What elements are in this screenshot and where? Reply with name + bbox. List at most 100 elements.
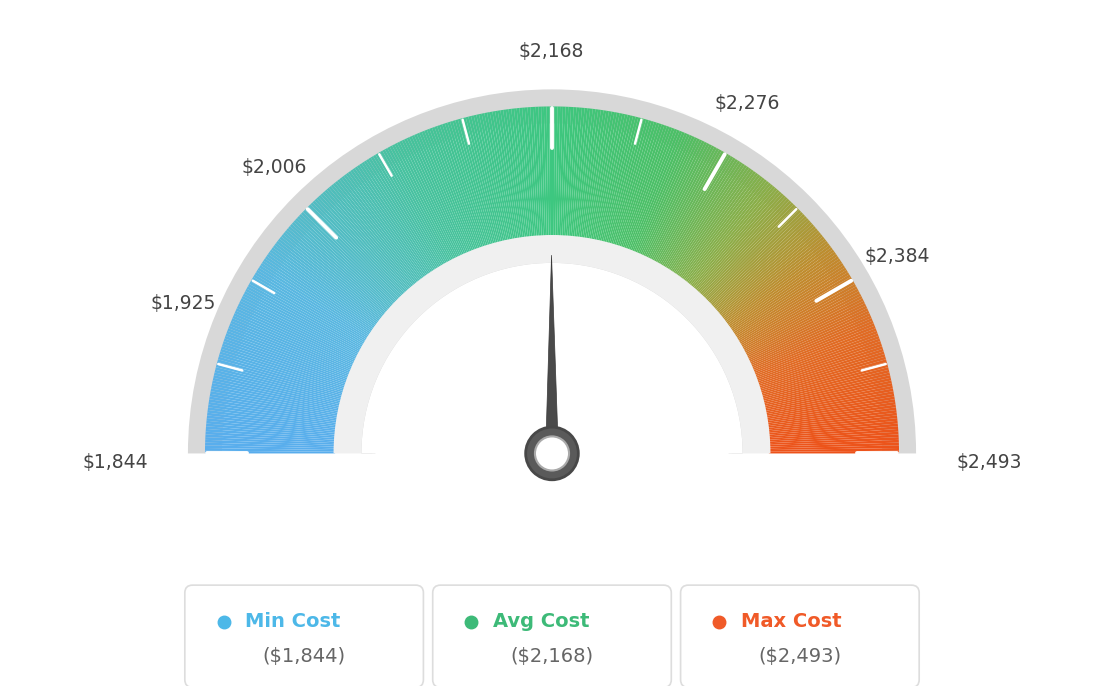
Wedge shape xyxy=(703,204,796,299)
Wedge shape xyxy=(535,107,543,237)
Wedge shape xyxy=(616,121,657,246)
Wedge shape xyxy=(361,263,743,453)
Wedge shape xyxy=(544,106,549,237)
Wedge shape xyxy=(388,147,450,263)
Wedge shape xyxy=(646,141,704,259)
Wedge shape xyxy=(528,107,539,237)
Wedge shape xyxy=(352,168,428,276)
Wedge shape xyxy=(474,115,505,242)
Wedge shape xyxy=(731,258,840,333)
Wedge shape xyxy=(216,362,343,398)
Wedge shape xyxy=(709,214,805,305)
Wedge shape xyxy=(762,367,889,401)
Wedge shape xyxy=(744,293,861,355)
Wedge shape xyxy=(753,323,874,373)
Wedge shape xyxy=(558,106,563,237)
Wedge shape xyxy=(599,115,630,242)
Wedge shape xyxy=(746,301,864,359)
Wedge shape xyxy=(617,123,659,247)
Wedge shape xyxy=(371,156,440,268)
Wedge shape xyxy=(307,206,400,300)
Wedge shape xyxy=(750,310,869,366)
Wedge shape xyxy=(331,184,415,286)
Wedge shape xyxy=(768,448,899,452)
Wedge shape xyxy=(737,272,849,342)
Wedge shape xyxy=(698,197,787,294)
Wedge shape xyxy=(373,155,442,268)
Wedge shape xyxy=(718,230,819,315)
Wedge shape xyxy=(222,344,347,386)
Wedge shape xyxy=(226,331,349,378)
Wedge shape xyxy=(609,119,646,245)
Wedge shape xyxy=(210,391,339,416)
Wedge shape xyxy=(732,261,842,335)
Wedge shape xyxy=(681,175,761,280)
Wedge shape xyxy=(269,250,376,327)
Wedge shape xyxy=(348,171,426,278)
Wedge shape xyxy=(627,128,675,250)
Wedge shape xyxy=(511,108,528,238)
Wedge shape xyxy=(564,107,574,237)
Wedge shape xyxy=(468,116,501,243)
Wedge shape xyxy=(768,440,899,446)
Wedge shape xyxy=(205,451,336,453)
Circle shape xyxy=(526,427,578,480)
Wedge shape xyxy=(576,108,593,238)
Wedge shape xyxy=(767,404,896,424)
Wedge shape xyxy=(308,204,401,299)
Wedge shape xyxy=(205,426,336,438)
Wedge shape xyxy=(396,142,457,259)
Wedge shape xyxy=(760,354,885,393)
Wedge shape xyxy=(208,404,337,424)
Wedge shape xyxy=(699,199,789,295)
Wedge shape xyxy=(427,129,476,251)
Wedge shape xyxy=(711,218,808,308)
Wedge shape xyxy=(546,106,550,237)
Wedge shape xyxy=(369,157,438,269)
Wedge shape xyxy=(221,346,346,388)
Wedge shape xyxy=(658,150,724,265)
Wedge shape xyxy=(412,135,466,255)
Wedge shape xyxy=(296,218,393,308)
Wedge shape xyxy=(390,146,452,262)
Wedge shape xyxy=(205,440,336,446)
Wedge shape xyxy=(712,220,810,308)
Wedge shape xyxy=(702,202,794,297)
Wedge shape xyxy=(574,108,590,238)
Wedge shape xyxy=(315,199,405,295)
FancyBboxPatch shape xyxy=(433,585,671,687)
Wedge shape xyxy=(225,333,349,380)
Wedge shape xyxy=(522,108,535,237)
Wedge shape xyxy=(687,181,769,284)
Wedge shape xyxy=(357,165,432,274)
Wedge shape xyxy=(410,136,465,256)
Wedge shape xyxy=(414,134,467,255)
Wedge shape xyxy=(210,394,338,418)
Wedge shape xyxy=(768,426,899,438)
Wedge shape xyxy=(559,106,565,237)
Wedge shape xyxy=(713,222,813,310)
Wedge shape xyxy=(650,144,712,261)
Wedge shape xyxy=(206,415,337,431)
Wedge shape xyxy=(689,184,773,286)
Wedge shape xyxy=(380,150,446,265)
Wedge shape xyxy=(619,124,661,248)
Wedge shape xyxy=(445,123,487,247)
Wedge shape xyxy=(679,172,758,279)
Wedge shape xyxy=(463,117,498,244)
Wedge shape xyxy=(740,279,853,346)
Wedge shape xyxy=(768,421,898,435)
Wedge shape xyxy=(670,162,743,272)
Wedge shape xyxy=(255,272,367,342)
Wedge shape xyxy=(571,108,585,237)
Wedge shape xyxy=(416,133,469,254)
Wedge shape xyxy=(635,133,688,254)
Wedge shape xyxy=(581,110,601,239)
Wedge shape xyxy=(626,127,672,250)
Wedge shape xyxy=(758,349,883,390)
Text: $2,493: $2,493 xyxy=(956,453,1022,473)
Wedge shape xyxy=(392,144,454,261)
Wedge shape xyxy=(541,106,546,237)
Wedge shape xyxy=(490,112,514,240)
Wedge shape xyxy=(382,149,447,264)
